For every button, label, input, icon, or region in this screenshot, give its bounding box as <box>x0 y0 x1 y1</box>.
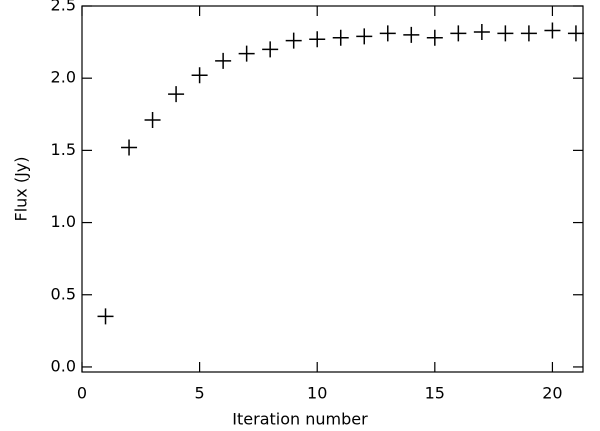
marker <box>262 41 279 58</box>
marker <box>97 308 114 325</box>
marker <box>168 86 185 103</box>
marker <box>473 23 490 40</box>
marker <box>215 52 232 69</box>
y-axis-label: Flux (Jy) <box>12 156 31 221</box>
marker <box>426 29 443 46</box>
x-tick-label: 20 <box>542 384 562 403</box>
marker <box>285 32 302 49</box>
marker <box>332 29 349 46</box>
marker <box>567 25 584 42</box>
y-tick-label: 2.0 <box>51 68 76 87</box>
marker <box>379 25 396 42</box>
marker <box>403 26 420 43</box>
marker <box>309 31 326 48</box>
y-tick-label: 0.0 <box>51 356 76 375</box>
x-tick-label: 5 <box>195 384 205 403</box>
x-tick-label: 0 <box>77 384 87 403</box>
x-tick-label: 10 <box>307 384 327 403</box>
y-tick-label: 1.5 <box>51 140 76 159</box>
marker <box>450 25 467 42</box>
marker <box>520 25 537 42</box>
y-tick-label: 2.5 <box>51 0 76 15</box>
x-tick-label: 15 <box>425 384 445 403</box>
marker <box>356 28 373 45</box>
x-axis-label: Iteration number <box>232 410 368 429</box>
marker <box>121 139 138 156</box>
marker <box>497 25 514 42</box>
marker <box>144 112 161 129</box>
marker <box>191 67 208 84</box>
marker <box>238 45 255 62</box>
marker <box>544 22 561 39</box>
y-tick-label: 1.0 <box>51 212 76 231</box>
plot-frame <box>81 5 584 373</box>
y-tick-label: 0.5 <box>51 284 76 303</box>
